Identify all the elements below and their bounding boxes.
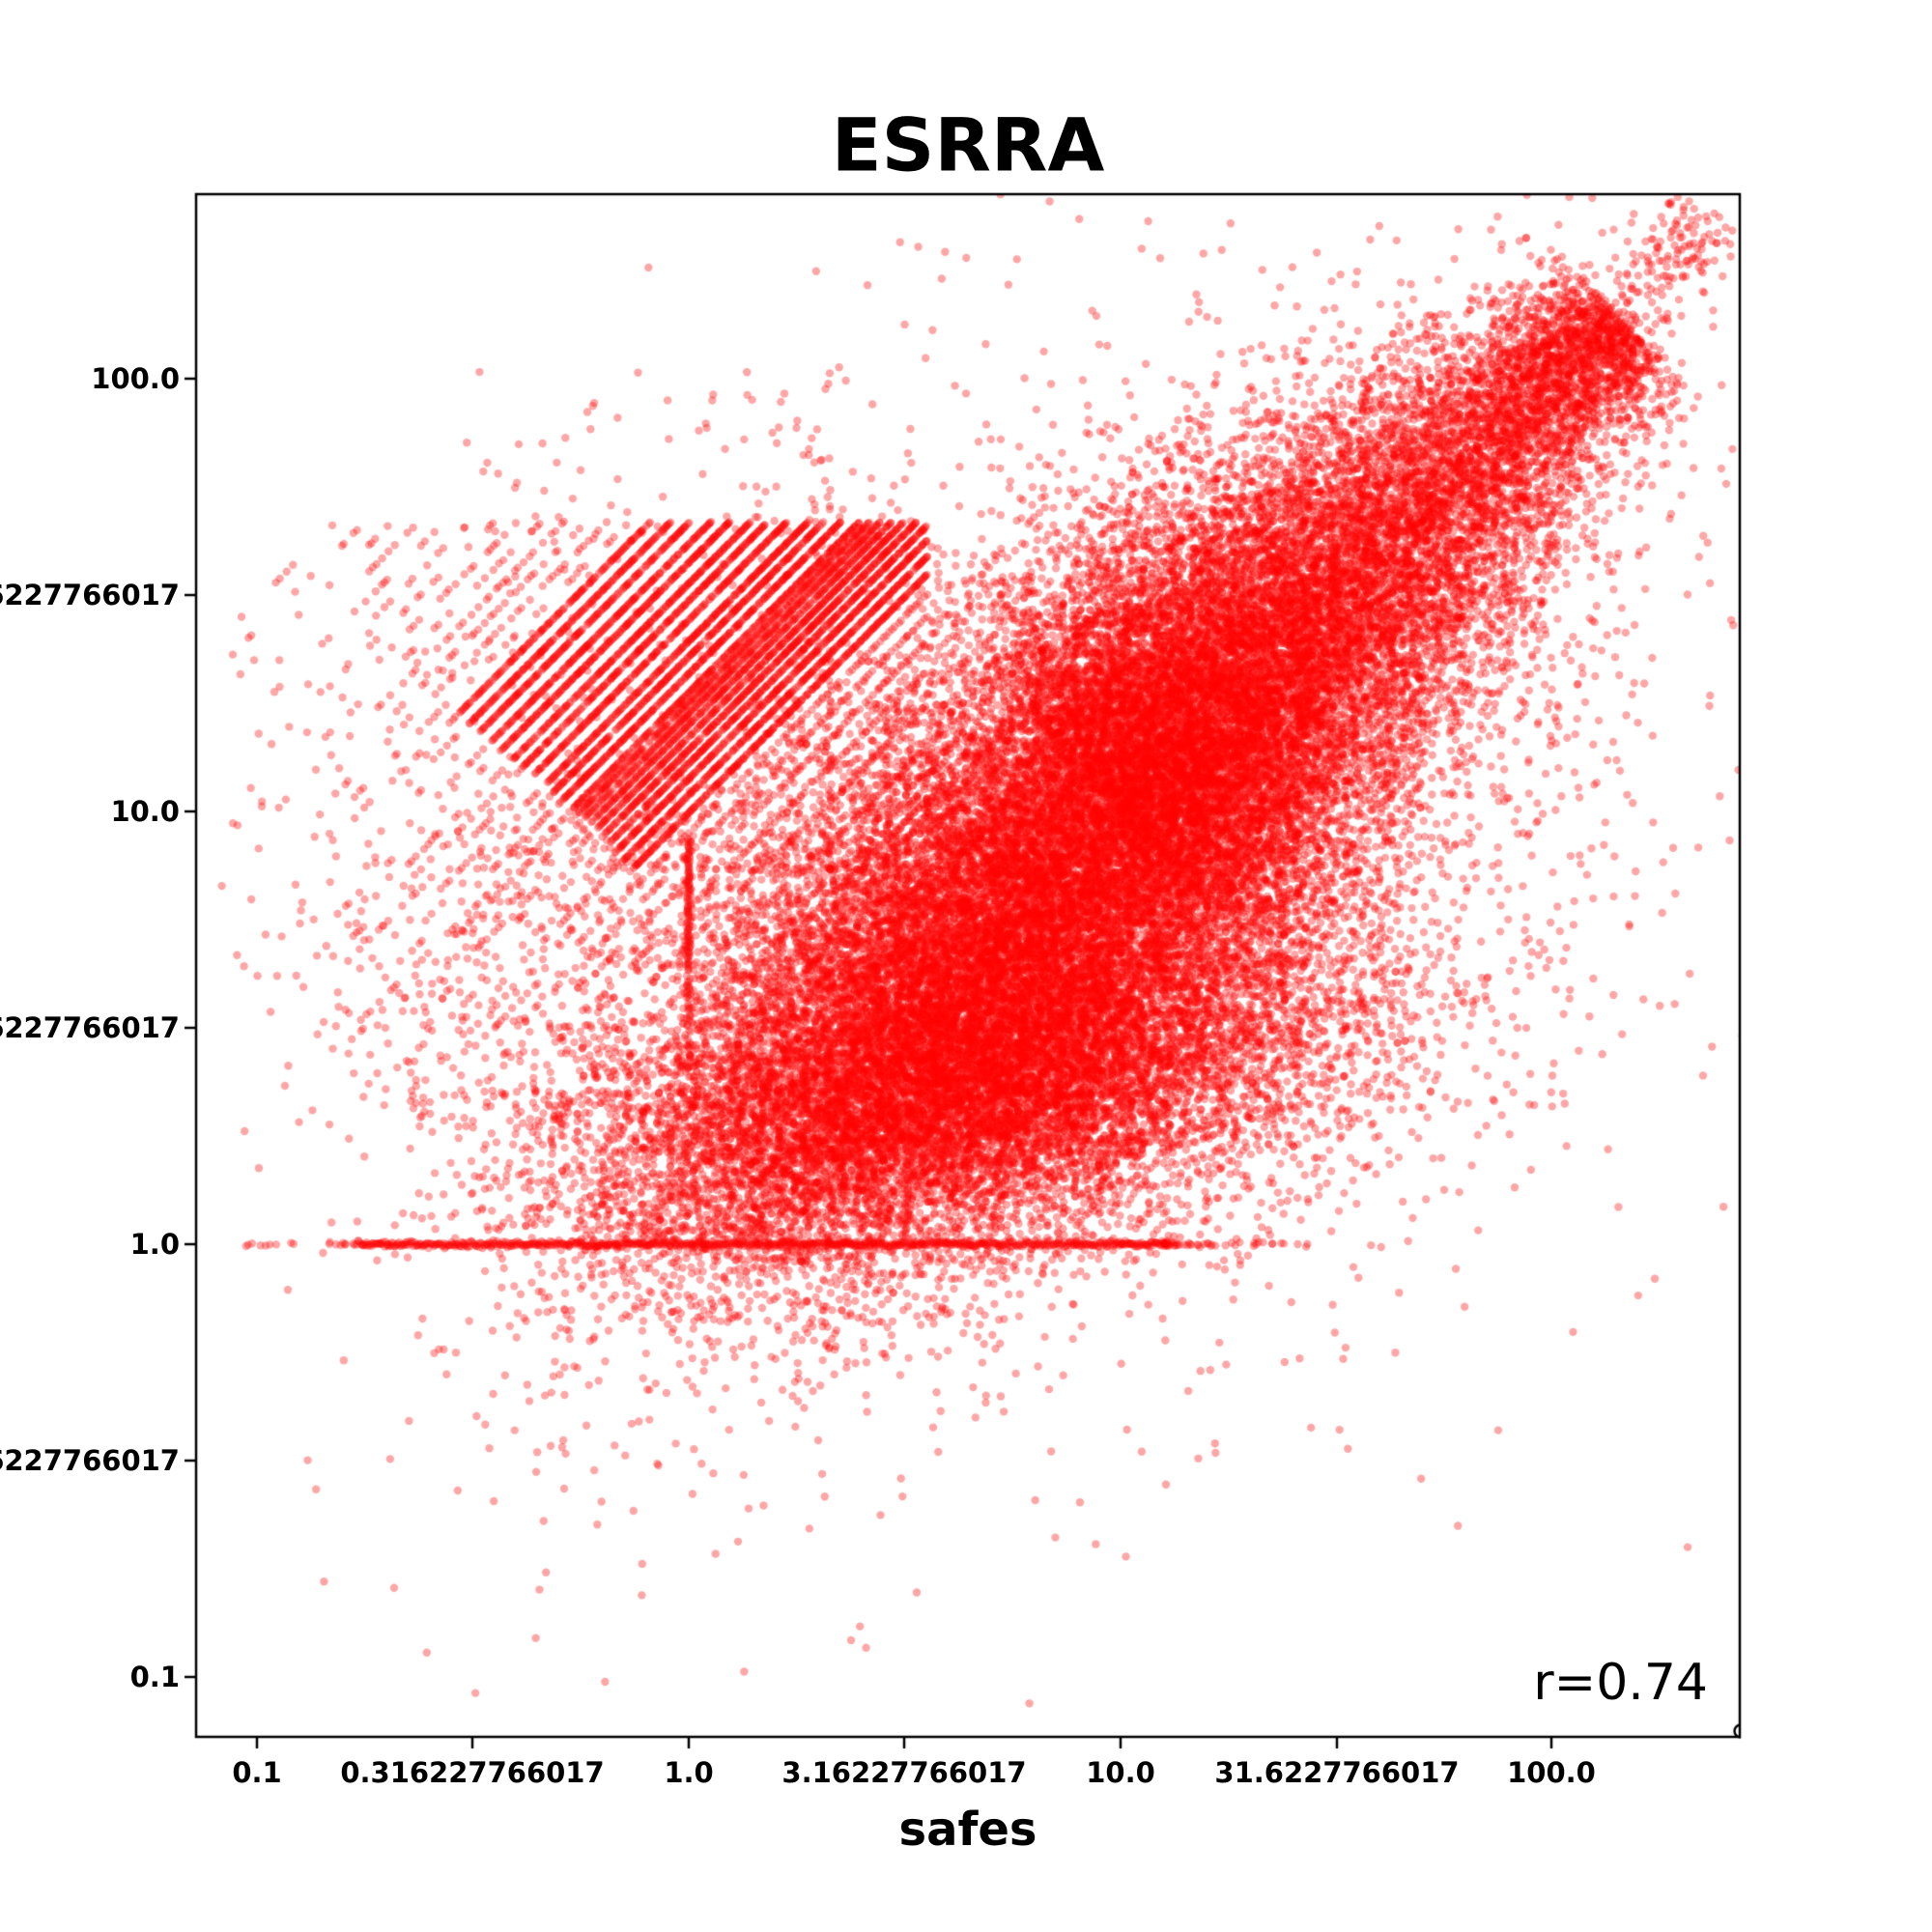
- x-axis-tick-label: 0.1: [232, 1756, 282, 1789]
- x-axis-tick-label: 31.6227766017: [1214, 1756, 1460, 1789]
- x-axis-tick-label: 10.0: [1086, 1756, 1155, 1789]
- x-axis-tick-label: 100.0: [1507, 1756, 1596, 1789]
- correlation-annotation: r=0.74: [1533, 1654, 1708, 1712]
- x-axis-tick-label: 3.16227766017: [781, 1756, 1027, 1789]
- y-axis-tick-label: 6227766017: [0, 579, 180, 611]
- y-axis-tick-label: 100.0: [91, 362, 180, 395]
- y-axis-tick-label: 6227766017: [0, 1011, 180, 1044]
- chart-title: ESRRA: [831, 101, 1105, 188]
- y-axis-tick-label: 6227766017: [0, 1444, 180, 1477]
- y-axis-tick-label: 0.1: [129, 1661, 180, 1693]
- y-axis-tick-label: 10.0: [110, 795, 180, 828]
- x-axis-label: safes: [898, 1803, 1037, 1857]
- x-axis-tick-label: 0.316227766017: [340, 1756, 605, 1789]
- y-axis-tick-label: 1.0: [129, 1228, 180, 1261]
- x-axis-tick-label: 1.0: [664, 1756, 714, 1789]
